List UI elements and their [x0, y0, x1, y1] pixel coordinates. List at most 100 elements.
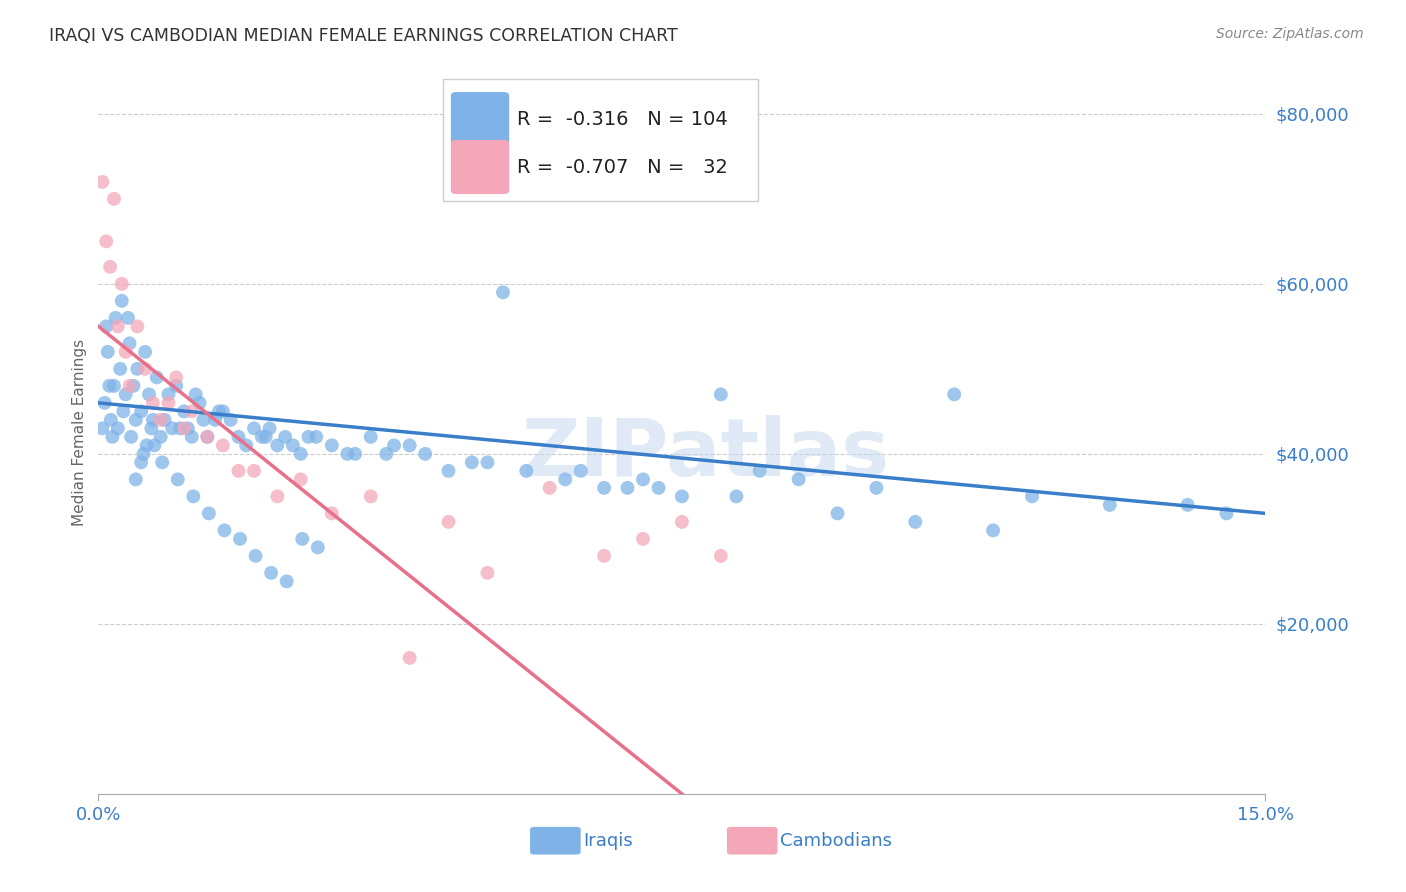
Point: [281, 438, 304, 452]
Text: R =  -0.316   N = 104: R = -0.316 N = 104: [517, 110, 728, 128]
Point: [212, 404, 235, 418]
Point: [243, 421, 266, 435]
Point: [787, 472, 810, 486]
Point: [138, 387, 160, 401]
Point: [135, 438, 157, 452]
Point: [336, 447, 359, 461]
Point: [827, 507, 849, 521]
Point: [276, 574, 298, 589]
FancyBboxPatch shape: [451, 140, 509, 194]
Point: [104, 310, 127, 325]
Point: [266, 438, 288, 452]
Point: [515, 464, 537, 478]
Point: [114, 387, 136, 401]
Point: [243, 464, 266, 478]
Point: [647, 481, 669, 495]
Point: [671, 489, 693, 503]
Text: IRAQI VS CAMBODIAN MEDIAN FEMALE EARNINGS CORRELATION CHART: IRAQI VS CAMBODIAN MEDIAN FEMALE EARNING…: [49, 27, 678, 45]
Point: [214, 524, 236, 538]
Point: [96, 235, 118, 249]
Point: [96, 319, 118, 334]
Point: [229, 532, 252, 546]
Point: [117, 310, 139, 325]
Point: [101, 430, 124, 444]
Point: [321, 507, 343, 521]
Point: [492, 285, 515, 300]
Point: [477, 455, 499, 469]
Point: [153, 413, 176, 427]
Point: [398, 438, 420, 452]
Point: [134, 344, 156, 359]
Point: [193, 413, 215, 427]
Point: [321, 438, 343, 452]
Point: [195, 430, 218, 444]
Point: [97, 344, 120, 359]
Point: [162, 421, 184, 435]
Point: [107, 421, 129, 435]
Point: [297, 430, 319, 444]
Text: Cambodians: Cambodians: [780, 832, 893, 850]
Point: [91, 175, 114, 189]
Point: [1021, 489, 1043, 503]
Point: [173, 404, 195, 418]
Point: [184, 387, 207, 401]
Point: [132, 447, 155, 461]
Point: [165, 370, 187, 384]
Text: Source: ZipAtlas.com: Source: ZipAtlas.com: [1216, 27, 1364, 41]
Point: [111, 277, 134, 291]
Point: [1177, 498, 1199, 512]
Point: [1215, 507, 1237, 521]
Point: [344, 447, 367, 461]
Point: [183, 489, 205, 503]
Point: [437, 464, 460, 478]
Point: [235, 438, 257, 452]
Point: [150, 455, 173, 469]
Point: [266, 489, 288, 503]
Point: [290, 447, 312, 461]
Point: [593, 549, 616, 563]
Point: [725, 489, 748, 503]
Point: [180, 404, 202, 418]
Point: [98, 260, 121, 274]
Point: [149, 413, 172, 427]
Point: [398, 651, 420, 665]
Point: [260, 566, 283, 580]
FancyBboxPatch shape: [451, 92, 509, 146]
Point: [93, 396, 115, 410]
Point: [127, 319, 149, 334]
Point: [188, 396, 211, 410]
Point: [212, 438, 235, 452]
Point: [118, 336, 141, 351]
Point: [413, 447, 436, 461]
Point: [180, 430, 202, 444]
Point: [118, 379, 141, 393]
Point: [477, 566, 499, 580]
Point: [943, 387, 966, 401]
Point: [114, 344, 136, 359]
Point: [228, 430, 250, 444]
Point: [195, 430, 218, 444]
Point: [169, 421, 191, 435]
Point: [904, 515, 927, 529]
Point: [166, 472, 188, 486]
Point: [204, 413, 226, 427]
Point: [981, 524, 1004, 538]
Y-axis label: Median Female Earnings: Median Female Earnings: [72, 339, 87, 526]
Point: [375, 447, 398, 461]
Point: [103, 379, 125, 393]
Point: [107, 319, 129, 334]
Text: ZIPatlas: ZIPatlas: [522, 416, 890, 493]
Point: [437, 515, 460, 529]
Point: [98, 379, 121, 393]
Point: [631, 532, 654, 546]
Point: [554, 472, 576, 486]
Point: [671, 515, 693, 529]
Point: [112, 404, 135, 418]
Point: [129, 404, 152, 418]
Point: [111, 293, 134, 308]
Point: [100, 413, 122, 427]
Point: [208, 404, 231, 418]
Point: [616, 481, 638, 495]
Point: [149, 430, 172, 444]
Point: [1098, 498, 1121, 512]
